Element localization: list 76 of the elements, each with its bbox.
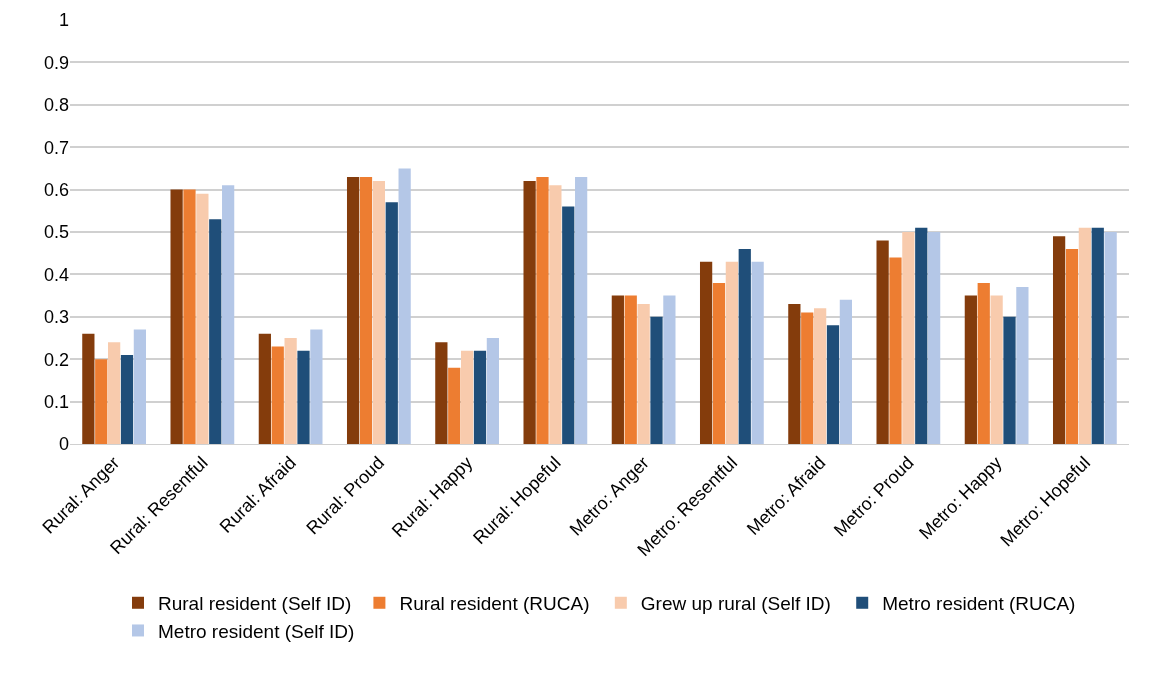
bar: [196, 193, 209, 444]
y-tick-label: 0.8: [43, 95, 69, 116]
bar: [222, 185, 235, 444]
bar: [486, 338, 500, 444]
bar: [751, 261, 764, 444]
y-tick-label: 0.5: [43, 222, 69, 243]
bar: [977, 282, 990, 444]
bar: [637, 304, 650, 444]
legend-label: Rural resident (Self ID): [158, 593, 352, 615]
bar: [1016, 287, 1029, 444]
bar: [712, 282, 726, 444]
y-tick-label: 0: [58, 434, 69, 455]
y-tick-label: 0.7: [43, 137, 69, 158]
y-tick-label: 0.1: [43, 391, 69, 412]
bar: [575, 176, 588, 444]
bar: [801, 312, 814, 444]
bar: [699, 261, 713, 444]
y-tick-label: 0.3: [43, 307, 69, 328]
bar: [915, 227, 928, 444]
bar: [170, 189, 183, 444]
bar: [1003, 316, 1016, 444]
legend-label: Grew up rural (Self ID): [640, 593, 831, 615]
bar: [611, 295, 624, 444]
legend-label: Metro resident (Self ID): [158, 620, 355, 642]
bar: [788, 304, 801, 444]
bar: [876, 240, 889, 444]
bar: [1065, 248, 1079, 444]
bar: [95, 359, 108, 444]
bar: [133, 329, 147, 444]
bar: [473, 350, 487, 444]
bar: [448, 367, 461, 444]
bar: [889, 257, 902, 444]
bar: [624, 295, 637, 444]
bar: [1091, 227, 1104, 444]
bar: [990, 295, 1003, 444]
legend-label: Metro resident (RUCA): [882, 593, 1076, 615]
bar: [297, 350, 310, 444]
legend-label: Rural resident (RUCA): [399, 593, 590, 615]
bar: [346, 176, 360, 444]
bar: [108, 342, 121, 444]
bar: [1104, 232, 1117, 444]
bar: [562, 206, 575, 444]
bar: [536, 176, 549, 444]
bar: [549, 185, 562, 444]
bar: [310, 329, 323, 444]
bar: [82, 333, 95, 444]
y-tick-label: 0.9: [43, 52, 69, 73]
y-tick-label: 1: [58, 10, 69, 31]
bar: [372, 181, 385, 444]
bar: [725, 261, 738, 444]
bar: [826, 325, 840, 444]
bar: [258, 333, 271, 444]
y-tick-label: 0.6: [43, 179, 69, 200]
bar: [928, 232, 941, 444]
bar: [284, 338, 297, 444]
y-tick-label: 0.2: [43, 349, 69, 370]
bar: [650, 316, 663, 444]
bar: [435, 342, 448, 444]
bar: [839, 299, 853, 444]
bar: [183, 189, 196, 444]
bar: [964, 295, 977, 444]
bar: [120, 354, 134, 444]
bar: [209, 219, 222, 444]
bar: [1052, 236, 1066, 444]
bar: [385, 202, 398, 444]
y-tick-label: 0.4: [43, 264, 69, 285]
bar: [902, 232, 915, 444]
bar: [461, 350, 474, 444]
bar: [663, 295, 676, 444]
bar: [271, 346, 284, 444]
bar: [1078, 227, 1091, 444]
bar: [398, 168, 411, 444]
bar: [738, 248, 751, 444]
bar: [814, 308, 827, 444]
bar: [523, 181, 536, 444]
bar: [359, 176, 373, 444]
